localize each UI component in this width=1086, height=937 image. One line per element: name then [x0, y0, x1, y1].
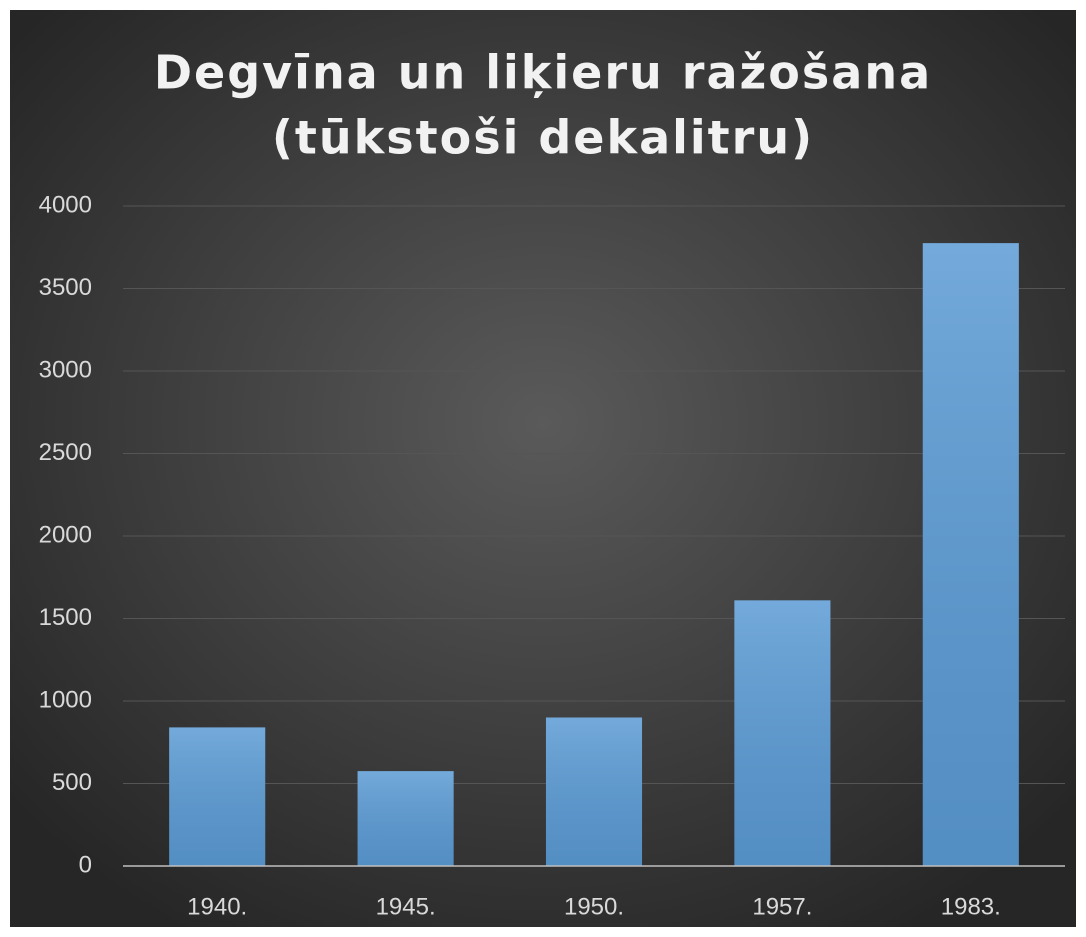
chart-title: (tūkstoši dekalitru): [272, 111, 814, 165]
y-tick-label: 1000: [39, 686, 92, 713]
y-tick-label: 3000: [39, 356, 92, 383]
x-tick-label: 1945.: [376, 893, 436, 920]
bar-shading: [545, 717, 643, 866]
x-tick-label: 1957.: [752, 893, 812, 920]
y-tick-label: 0: [79, 851, 92, 878]
chart-title: Degvīna un liķieru ražošana: [154, 46, 932, 100]
bar-shading: [169, 727, 266, 866]
x-tick-label: 1983.: [941, 893, 1001, 920]
bar-shading: [734, 600, 831, 866]
bar-shading: [357, 771, 454, 866]
y-tick-label: 4000: [39, 191, 92, 218]
bar-shading: [922, 243, 1019, 866]
y-tick-label: 2000: [39, 521, 92, 548]
y-tick-label: 1500: [39, 604, 92, 631]
y-tick-label: 2500: [39, 439, 92, 466]
y-tick-label: 500: [52, 769, 92, 796]
x-tick-label: 1950.: [564, 893, 624, 920]
x-tick-label: 1940.: [187, 893, 247, 920]
y-tick-label: 3500: [39, 274, 92, 301]
